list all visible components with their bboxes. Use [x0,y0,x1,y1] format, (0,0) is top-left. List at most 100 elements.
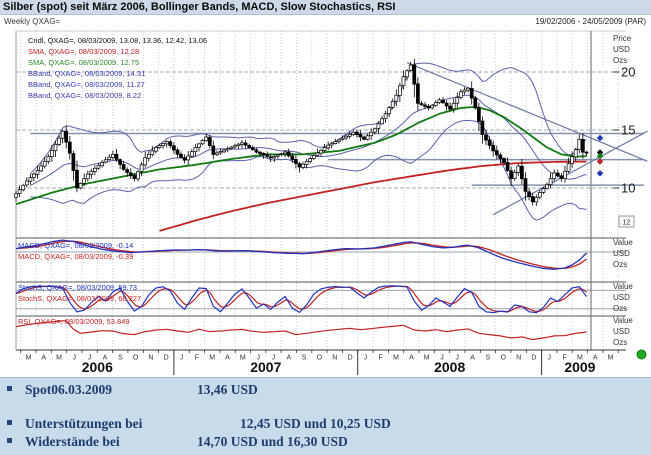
candle [182,157,187,161]
legend-stoch-k: StochS, QXAG=, 08/03/2009, 59.73 [18,283,138,292]
candle [218,151,223,154]
candle [35,170,40,175]
candle [355,131,359,135]
price-axis-caption: Price [613,34,632,43]
candle [136,171,140,180]
candle [394,94,399,102]
candle [462,89,467,93]
candle [64,130,69,143]
month-label: N [516,355,521,362]
candle [430,104,435,109]
month-label: S [118,355,123,362]
month-label: J [547,355,551,362]
candle [118,159,122,165]
candle [577,138,582,151]
candle [114,153,119,160]
support-value: 12,45 USD und 10,25 USD [240,416,391,431]
candle [164,141,169,145]
candle [186,155,191,161]
rsi-axis-caption: USD [613,327,630,336]
candle [537,192,542,198]
legend-macd-signal: MACD, QXAG=, 08/03/2009, -0.39 [18,252,134,261]
candle [297,163,302,168]
candle [175,149,180,155]
macd-legend: MACD, QXAG=, 08/03/2009, -0.14 MACD, QXA… [18,240,133,262]
legend-sma-green: SMA, QXAG=, 08/03/2009, 12.75 [28,58,140,67]
legend-bband-mid: BBand, QXAG=, 08/03/2009, 11.27 [28,80,145,89]
bullet-icon [7,438,12,443]
candle [89,170,94,175]
candle [523,178,528,192]
month-label: A [286,355,291,362]
month-label: N [148,355,153,362]
year-label: 2009 [564,359,595,375]
legend-bband-lower: BBand, QXAG=, 08/03/2009, 8.22 [28,91,142,100]
candle [329,142,334,146]
candle [240,142,244,145]
candle [193,147,198,153]
month-label: O [501,355,507,362]
candle [380,118,384,125]
bullet-icon [7,386,12,391]
month-label: F [379,355,383,362]
candle [78,183,83,189]
resistance-label: Widerstände bei [25,434,120,449]
candle [14,193,18,198]
stoch-axis-caption: Value [613,282,633,291]
candle [376,123,381,129]
legend-stoch-d: StochS, QXAG=, 08/03/2009, 68.227 [18,294,142,303]
price-marker-icon [596,170,604,177]
month-label: D [531,355,536,362]
candle [563,170,567,179]
price-marker-icon [596,158,604,165]
candle [433,102,438,106]
candle [362,136,366,140]
candle [276,154,280,157]
candle [315,152,320,156]
year-label: 2007 [250,359,281,375]
candle [96,165,101,169]
candle [60,130,65,139]
candle [545,184,549,189]
candle [426,105,431,109]
candle [512,171,517,179]
candle [412,64,417,85]
candle [416,83,420,104]
candle [387,107,392,114]
candle [268,156,273,159]
candle [466,87,470,91]
candle [107,156,112,160]
month-label: N [332,355,337,362]
candle [480,120,485,135]
month-label: S [486,355,491,362]
candle [584,151,589,154]
candle [541,188,546,193]
rsi-legend: RSI, QXAG=, 08/03/2009, 53.849 [18,316,130,327]
candle [168,141,173,147]
candle [365,135,370,140]
candle [322,147,327,151]
candle [261,152,266,156]
legend-bband-upper: BBand, QXAG=, 08/03/2009, 14.31 [28,69,146,78]
candle [225,148,230,151]
candle [157,145,162,148]
month-label: M [608,355,614,362]
candle [57,137,61,145]
candle [197,143,201,148]
candle [189,151,194,157]
candle [473,97,478,109]
candle [258,151,262,154]
candle [265,154,270,157]
month-label: A [41,355,46,362]
month-label: A [593,355,598,362]
candle [254,149,259,153]
month-label: J [256,355,260,362]
month-label: J [440,355,444,362]
candle [423,104,427,107]
candle [552,172,557,179]
month-label: M [240,355,246,362]
candle [139,164,144,172]
macd-axis-caption: Ozs [613,260,627,269]
candle [448,105,452,110]
candle [222,149,226,153]
